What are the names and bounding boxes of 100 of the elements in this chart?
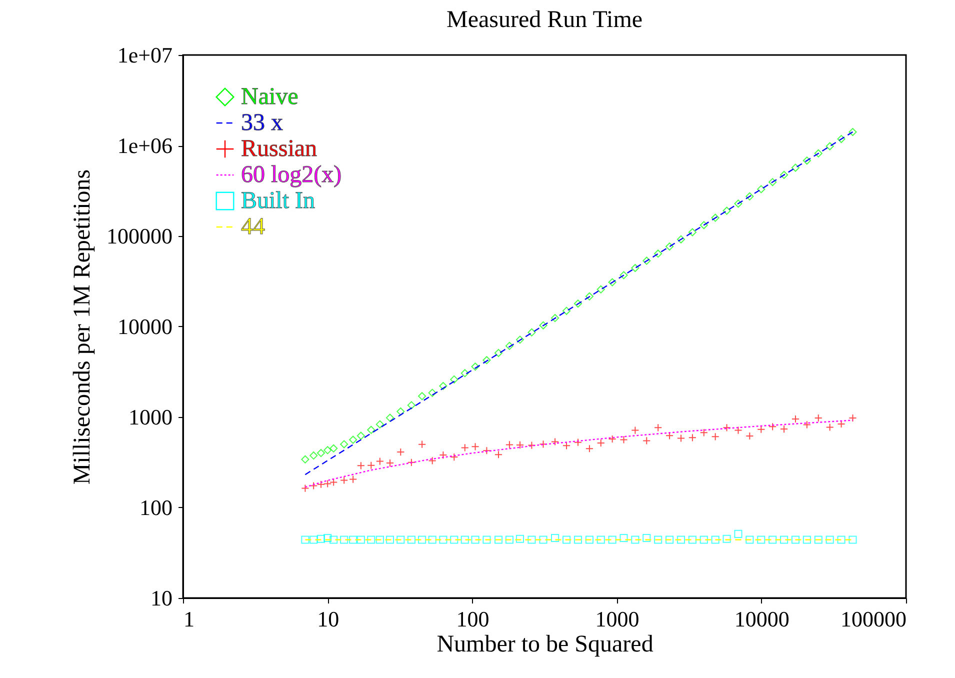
- point: [450, 453, 458, 462]
- point: [450, 536, 458, 544]
- point: [585, 444, 594, 453]
- point: [700, 536, 708, 544]
- x-tick-label: 1: [184, 606, 194, 632]
- point: [780, 425, 788, 434]
- point: [460, 369, 469, 378]
- point: [666, 432, 674, 440]
- x-axis-title: Number to be Squared: [436, 632, 654, 658]
- point: [494, 536, 503, 544]
- point: [562, 306, 571, 315]
- point: [494, 348, 503, 357]
- point: [596, 438, 605, 448]
- point: [642, 256, 651, 265]
- point: [746, 536, 754, 544]
- point: [620, 534, 628, 542]
- point: [654, 250, 662, 258]
- point: [814, 414, 822, 422]
- point: [711, 432, 720, 441]
- y-tick-label: 10000: [118, 314, 172, 339]
- point: [757, 185, 766, 194]
- legend-label: Built In: [241, 188, 316, 214]
- point: [596, 285, 605, 294]
- point: [711, 536, 720, 544]
- point: [428, 456, 436, 465]
- point: [676, 235, 686, 244]
- point: [608, 278, 616, 286]
- point: [676, 536, 686, 544]
- x-tick-label: 10000: [734, 606, 790, 632]
- point: [551, 438, 560, 446]
- point: [700, 428, 708, 437]
- point: [826, 423, 834, 432]
- point: [768, 178, 777, 186]
- point: [666, 536, 674, 544]
- x-tick-label: 10: [317, 606, 340, 632]
- point: [688, 434, 696, 442]
- point: [585, 536, 594, 544]
- legend-label: 44: [241, 214, 265, 240]
- point: [734, 200, 742, 208]
- y-tick-label: 1e+07: [117, 42, 172, 68]
- point: [551, 534, 560, 542]
- point: [642, 534, 651, 542]
- y-tick-label: 1000: [128, 404, 172, 430]
- point: [460, 444, 469, 452]
- legend-label: 33 x: [241, 110, 283, 136]
- point: [791, 414, 800, 424]
- point: [494, 450, 503, 459]
- point: [746, 432, 754, 440]
- point: [585, 292, 594, 300]
- point: [654, 424, 662, 432]
- point: [620, 436, 628, 444]
- point: [814, 536, 822, 544]
- point: [574, 438, 582, 446]
- point: [620, 271, 628, 280]
- point: [734, 426, 742, 434]
- legend-label: 60 log2(x): [241, 162, 342, 188]
- y-axis-title: Milliseconds per 1M Repetitions: [70, 169, 96, 485]
- legend-label: Naive: [241, 84, 298, 110]
- point: [700, 221, 708, 230]
- point: [802, 156, 811, 165]
- point: [791, 536, 800, 544]
- point: [711, 214, 720, 222]
- point: [826, 536, 834, 544]
- y-tick-label: 1e+06: [117, 133, 172, 158]
- y-tick-label: 10: [150, 586, 172, 610]
- point: [642, 436, 651, 445]
- point: [562, 536, 571, 544]
- point: [837, 536, 846, 544]
- point: [780, 536, 788, 544]
- point: [722, 534, 731, 543]
- point: [688, 536, 696, 544]
- y-tick-label: 100000: [106, 224, 172, 248]
- point: [791, 164, 800, 172]
- x-tick-label: 100000: [840, 606, 906, 632]
- point: [428, 388, 436, 397]
- point: [722, 206, 731, 215]
- x-tick-label: 1000: [595, 606, 640, 632]
- point: [722, 424, 731, 432]
- legend-label: Russian: [241, 136, 318, 162]
- point: [608, 536, 616, 544]
- point: [768, 536, 777, 544]
- point: [757, 536, 766, 544]
- chart-title: Measured Run Time: [446, 7, 643, 33]
- point: [780, 170, 788, 179]
- point: [596, 536, 605, 544]
- point: [428, 536, 436, 544]
- point: [688, 228, 696, 236]
- point: [574, 300, 582, 308]
- point: [460, 536, 469, 544]
- point: [631, 264, 640, 272]
- x-tick-label: 100: [456, 606, 490, 632]
- point: [814, 149, 822, 158]
- point: [439, 382, 448, 390]
- point: [802, 420, 811, 429]
- point: [837, 134, 846, 144]
- point: [439, 450, 448, 460]
- point: [848, 536, 857, 544]
- point: [439, 536, 448, 544]
- point: [608, 434, 616, 444]
- point: [450, 375, 458, 384]
